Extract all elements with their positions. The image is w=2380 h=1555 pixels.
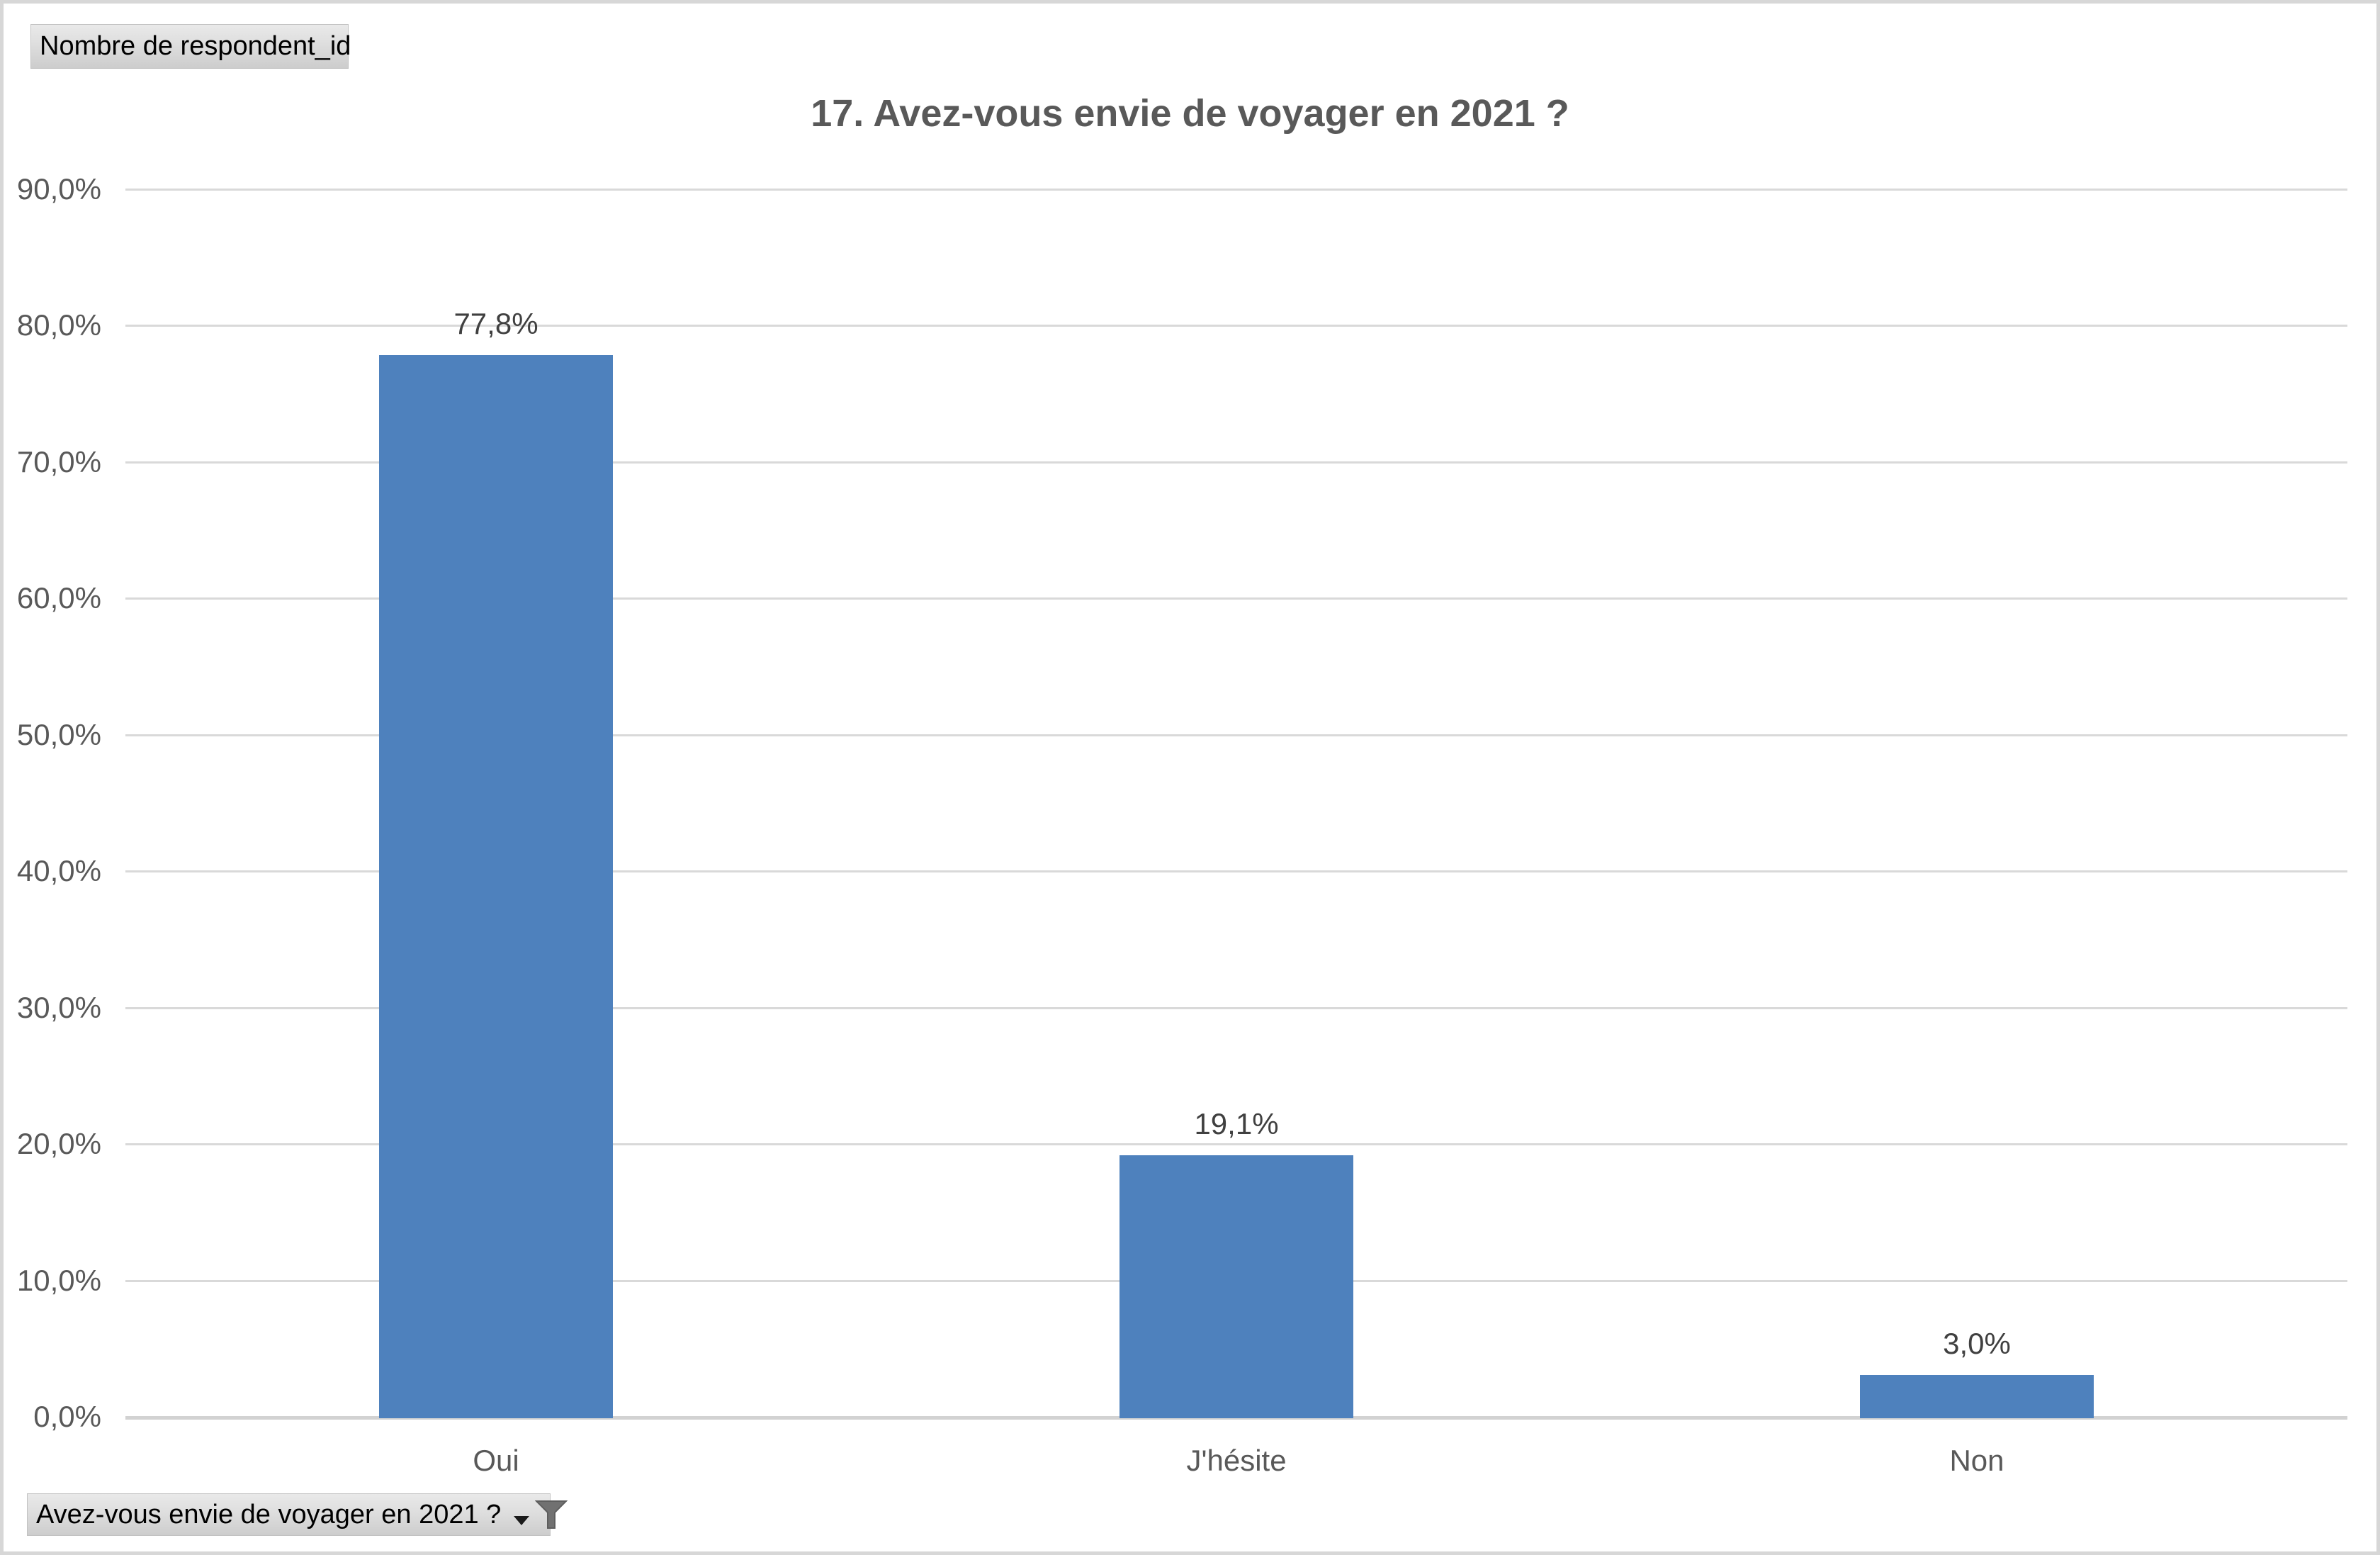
x-axis-category-label: Non xyxy=(1949,1444,2004,1477)
plot-area: 90,0% 80,0% 70,0% 60,0% 50,0% 40,0% 30,0% 20,0%… xyxy=(4,4,2376,1551)
y-axis-tick-label: 40,0% xyxy=(16,854,101,887)
gridline xyxy=(125,1143,2347,1145)
bar-non xyxy=(1860,1375,2094,1418)
bar-value-label: 19,1% xyxy=(1194,1107,1279,1140)
filter-field-label: Avez-vous envie de voyager en 2021 ? xyxy=(36,1499,502,1529)
value-field-button[interactable]: Nombre de respondent_id xyxy=(30,24,351,69)
gridline xyxy=(125,734,2347,736)
x-axis-category-label: Oui xyxy=(473,1444,519,1477)
gridline xyxy=(125,870,2347,872)
funnel-icon[interactable] xyxy=(535,1500,568,1529)
gridline xyxy=(125,325,2347,327)
y-axis-tick-label: 80,0% xyxy=(16,308,101,342)
y-axis-tick-label: 30,0% xyxy=(16,991,101,1024)
bar-j-h-site xyxy=(1119,1155,1353,1418)
gridline xyxy=(125,189,2347,191)
y-axis-tick-label: 60,0% xyxy=(16,581,101,614)
y-axis-tick-label: 20,0% xyxy=(16,1127,101,1160)
bar-oui xyxy=(379,355,613,1418)
gridline xyxy=(125,461,2347,464)
gridline xyxy=(125,1007,2347,1009)
y-axis-tick-label: 10,0% xyxy=(16,1264,101,1297)
dropdown-arrow-icon[interactable] xyxy=(514,1516,530,1525)
y-axis-tick-label: 0,0% xyxy=(33,1400,101,1433)
y-axis-tick-label: 70,0% xyxy=(16,445,101,478)
gridline xyxy=(125,597,2347,600)
chart-title: 17. Avez-vous envie de voyager en 2021 ? xyxy=(811,92,1569,135)
filter-controls xyxy=(514,1500,568,1529)
value-field-label: Nombre de respondent_id xyxy=(40,31,351,61)
axis-filter-button[interactable]: Avez-vous envie de voyager en 2021 ? xyxy=(27,1493,568,1536)
bar-value-label: 77,8% xyxy=(453,307,538,340)
y-axis-tick-label: 90,0% xyxy=(16,172,101,206)
y-axis-tick-label: 50,0% xyxy=(16,718,101,751)
bar-value-label: 3,0% xyxy=(1943,1327,2011,1360)
x-axis-category-label: J'hésite xyxy=(1186,1444,1287,1477)
